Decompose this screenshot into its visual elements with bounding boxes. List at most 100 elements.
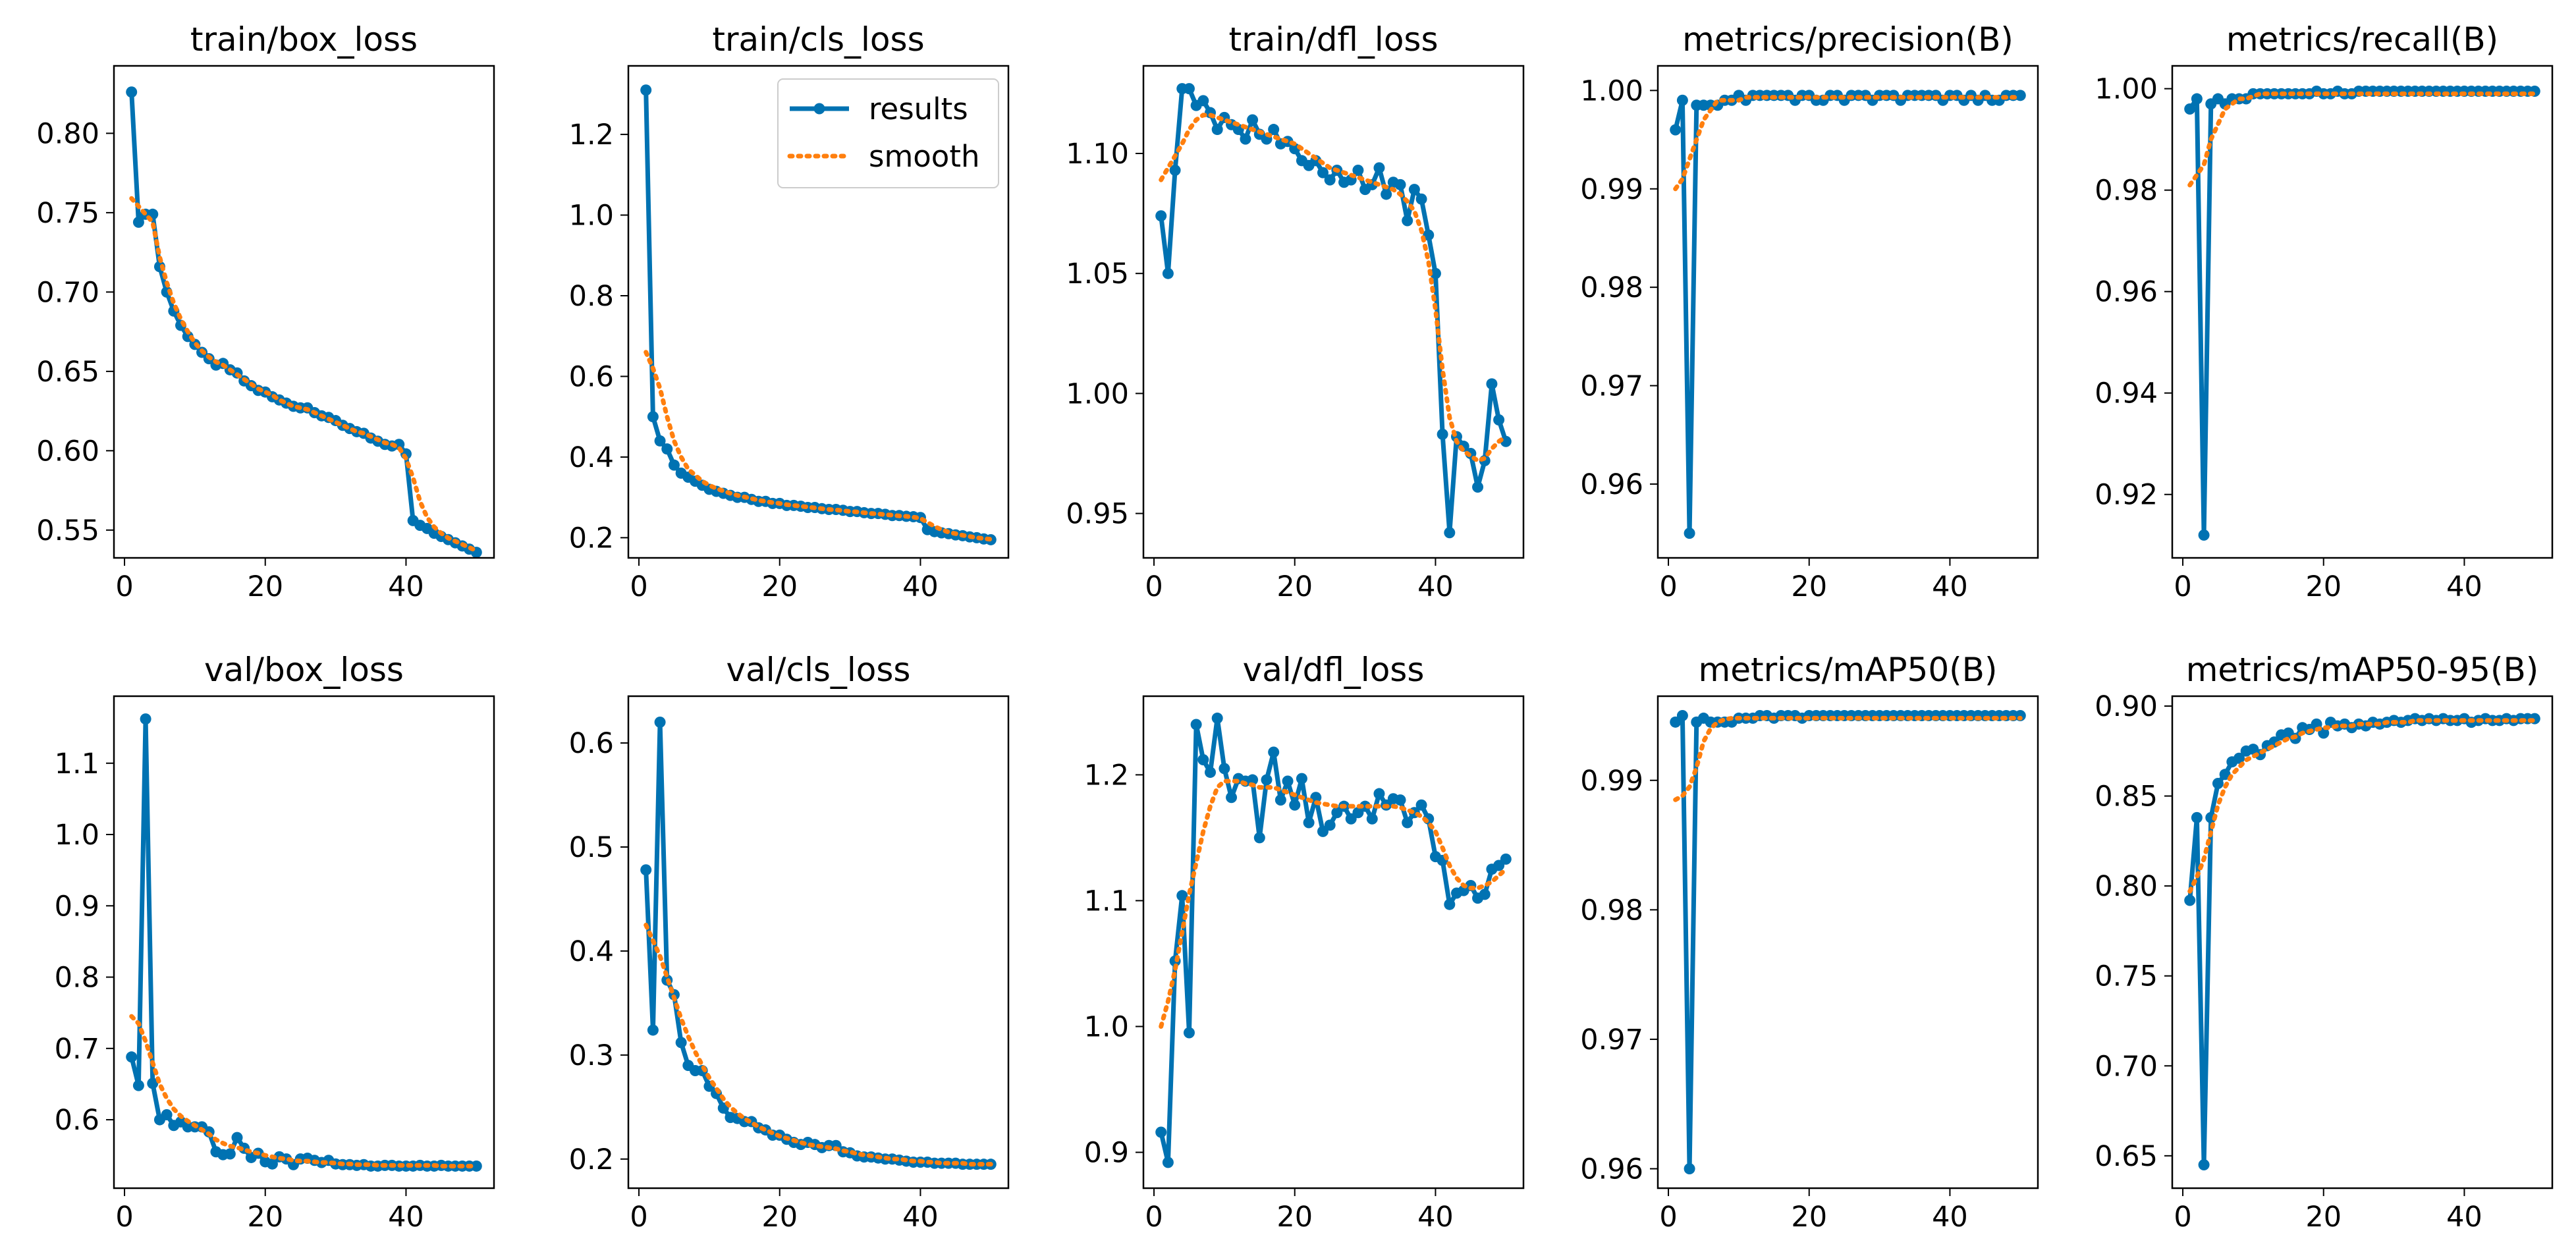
legend-smooth-label: smooth (869, 139, 980, 174)
results-point (231, 1132, 243, 1143)
results-point (132, 216, 144, 228)
x-tick-label: 40 (2446, 1201, 2482, 1234)
subplot-title: train/cls_loss (712, 20, 924, 59)
results-point (1169, 165, 1181, 177)
results-point (640, 864, 652, 876)
subplot-train-box-loss: train/box_loss 0 20 40 0.55 0.60 0.65 0.70 0.75 0… (36, 20, 495, 603)
subplot-title: metrics/mAP50(B) (1699, 651, 1998, 689)
results-point (1303, 817, 1315, 829)
y-tick-label: 0.98 (1580, 271, 1643, 304)
y-tick-label: 0.96 (2095, 276, 2158, 309)
x-tick-label: 0 (2174, 1201, 2191, 1234)
results-point (147, 1078, 159, 1089)
y-tick-label: 0.6 (569, 727, 614, 760)
x-tick-label: 0 (115, 570, 133, 603)
results-point (1162, 267, 1174, 279)
results-point (1324, 819, 1336, 831)
axes-frame (627, 695, 1010, 1190)
y-tick-label: 0.65 (2095, 1140, 2158, 1173)
subplot-metrics-map50-b: metrics/mAP50(B) 0 20 40 0.96 0.97 0.98 0.99 (1580, 651, 2039, 1234)
y-tick-label: 0.4 (569, 935, 614, 968)
results-point (1155, 210, 1167, 222)
x-tick-label: 20 (1276, 570, 1313, 603)
results-point (2191, 811, 2203, 823)
x-tick-label: 0 (1145, 570, 1163, 603)
plot-data (1670, 709, 2026, 1175)
results-point (1296, 773, 1307, 784)
results-point (1408, 184, 1420, 196)
axes-frame (113, 695, 495, 1190)
y-tick-label: 0.2 (569, 1143, 614, 1176)
results-point (2198, 1159, 2210, 1170)
smooth-line (644, 922, 993, 1167)
y-tick-label: 0.96 (1580, 1153, 1643, 1186)
subplot-metrics-precision-b: metrics/precision(B) 0 20 40 0.96 0.97 0.98 0.9… (1580, 20, 2039, 603)
y-tick-label: 0.9 (1084, 1137, 1129, 1170)
results-point (2184, 103, 2196, 115)
results-point (1352, 165, 1364, 177)
y-tick-label: 0.75 (2095, 960, 2158, 993)
results-point (2198, 529, 2210, 541)
results-point (1493, 414, 1505, 425)
axes-frame (2171, 65, 2554, 559)
results-point (1268, 124, 1280, 136)
y-tick-label: 1.10 (1066, 138, 1129, 171)
results-point (1359, 800, 1371, 812)
results-point (224, 1148, 236, 1160)
subplot-train-cls-loss: train/cls_loss 0 20 40 0.2 0.4 0.6 0.8 1.0 1.2 res… (569, 20, 1010, 603)
y-tick-label: 0.70 (36, 276, 99, 309)
results-point (1437, 428, 1448, 440)
results-point (1247, 114, 1259, 126)
results-point (654, 716, 666, 728)
y-tick-label: 0.9 (55, 890, 99, 923)
y-tick-label: 0.7 (55, 1033, 99, 1066)
subplot-title: metrics/recall(B) (2226, 20, 2498, 59)
x-tick-label: 20 (1791, 570, 1827, 603)
y-tick-label: 0.97 (1580, 370, 1643, 403)
y-tick-label: 0.97 (1580, 1024, 1643, 1056)
y-tick-label: 0.8 (569, 280, 614, 313)
y-tick-label: 0.98 (2095, 175, 2158, 207)
results-point (1197, 753, 1209, 765)
x-tick-label: 40 (902, 1201, 939, 1234)
x-tick-label: 0 (1145, 1201, 1163, 1234)
y-tick-label: 0.94 (2095, 377, 2158, 410)
axes-frame (1657, 65, 2039, 559)
x-tick-label: 40 (1417, 1201, 1454, 1234)
smooth-line (2187, 91, 2537, 188)
y-tick-label: 1.05 (1066, 258, 1129, 290)
x-tick-label: 40 (2446, 570, 2482, 603)
results-point (1183, 83, 1195, 95)
results-point (1162, 1157, 1174, 1168)
results-point (2014, 90, 2026, 101)
results-point (1211, 124, 1223, 136)
plot-data (126, 86, 482, 558)
y-tick-label: 0.80 (36, 117, 99, 150)
y-tick-label: 1.00 (1580, 74, 1643, 107)
results-point (1176, 890, 1188, 902)
results-point (1486, 378, 1498, 390)
results-point (1247, 774, 1259, 786)
x-tick-label: 20 (2305, 570, 2342, 603)
subplot-val-cls-loss: val/cls_loss 0 20 40 0.2 0.3 0.4 0.5 0.6 (569, 651, 1010, 1234)
subplot-title: val/cls_loss (726, 651, 911, 689)
results-point (1500, 853, 1512, 865)
x-tick-label: 40 (902, 570, 939, 603)
results-line (2187, 89, 2535, 537)
y-tick-label: 0.65 (36, 356, 99, 389)
y-tick-label: 0.4 (569, 441, 614, 474)
x-tick-label: 0 (630, 1201, 647, 1234)
plot-data (2184, 86, 2540, 541)
x-tick-label: 0 (1659, 1201, 1677, 1234)
results-point (2191, 93, 2203, 105)
x-tick-label: 20 (1276, 1201, 1313, 1234)
results-point (647, 411, 659, 423)
y-tick-label: 0.75 (36, 197, 99, 230)
results-point (1183, 1027, 1195, 1039)
results-line (1674, 713, 2021, 1172)
y-tick-label: 0.8 (55, 962, 99, 995)
results-point (1394, 178, 1406, 190)
results-point (1317, 167, 1329, 178)
y-tick-label: 1.1 (1084, 885, 1129, 917)
plot-data (1155, 83, 1512, 539)
